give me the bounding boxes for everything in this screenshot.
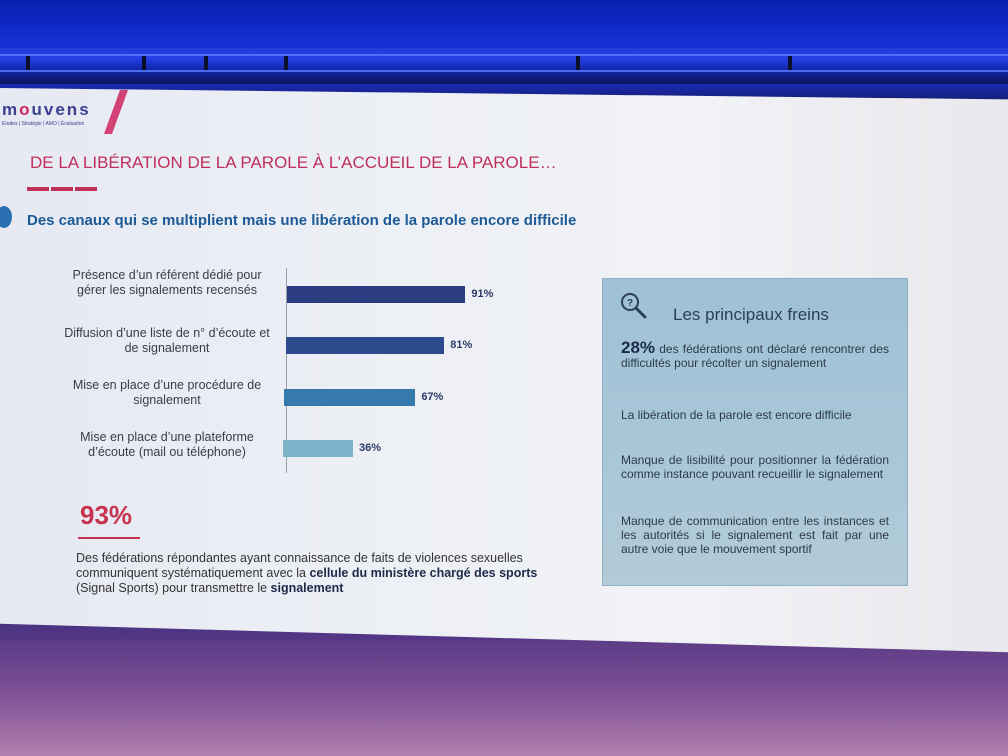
freins-panel: ? Les principaux freins 28% des fédérati… bbox=[602, 278, 908, 586]
truss-clamp bbox=[576, 56, 580, 70]
bar-value-label: 81% bbox=[450, 339, 473, 351]
logo-wordmark: mouvens bbox=[2, 100, 91, 119]
mouvens-logo: mouvens Etudes | Stratégie | AMO | Évalu… bbox=[2, 100, 91, 127]
svg-text:?: ? bbox=[627, 298, 633, 309]
bar-label: Présence d’un référent dédié pour gérer … bbox=[72, 268, 262, 297]
stage-floor bbox=[0, 640, 1008, 756]
panel-item-3: Manque de lisibilité pour positionner la… bbox=[621, 453, 889, 481]
stat-description: Des fédérations répondantes ayant connai… bbox=[76, 551, 538, 595]
slide-subtitle: Des canaux qui se multiplient mais une l… bbox=[27, 212, 577, 229]
bar-label: Mise en place d’une procédure de signale… bbox=[72, 378, 262, 407]
truss-rail bbox=[0, 70, 1008, 72]
bar-label: Mise en place d’une plateforme d’écoute … bbox=[80, 430, 254, 459]
chart-axis bbox=[286, 268, 287, 473]
stage-truss bbox=[0, 48, 1008, 84]
truss-rail bbox=[0, 54, 1008, 56]
slide-title: DE LA LIBÉRATION DE LA PAROLE À L’ACCUEI… bbox=[30, 153, 557, 172]
bar bbox=[282, 440, 354, 457]
subtitle-bullet bbox=[0, 206, 12, 228]
bar bbox=[287, 286, 466, 303]
bar bbox=[285, 337, 445, 354]
bar-value-label: 67% bbox=[421, 391, 444, 403]
truss-clamp bbox=[284, 56, 288, 70]
title-dashes bbox=[27, 178, 99, 196]
bar-value-label: 91% bbox=[471, 288, 494, 300]
panel-item-4: Manque de communication entre les instan… bbox=[621, 514, 889, 556]
bar-value-label: 36% bbox=[359, 442, 382, 454]
stat-value: 93% bbox=[80, 500, 133, 530]
truss-clamp bbox=[142, 56, 146, 70]
truss-clamp bbox=[204, 56, 208, 70]
truss-clamp bbox=[26, 56, 30, 70]
bar bbox=[284, 389, 416, 406]
panel-item-1: 28% des fédérations ont déclaré rencontr… bbox=[621, 338, 889, 370]
panel-item-2: La libération de la parole est encore di… bbox=[621, 408, 852, 422]
stat-underline bbox=[78, 537, 140, 539]
truss-clamp bbox=[788, 56, 792, 70]
magnifier-question-icon: ? bbox=[621, 293, 647, 319]
bar-label: Diffusion d’une liste de n° d’écoute et … bbox=[64, 326, 270, 355]
panel-title: Les principaux freins bbox=[673, 305, 829, 324]
logo-tagline: Etudes | Stratégie | AMO | Évaluation bbox=[2, 121, 85, 127]
